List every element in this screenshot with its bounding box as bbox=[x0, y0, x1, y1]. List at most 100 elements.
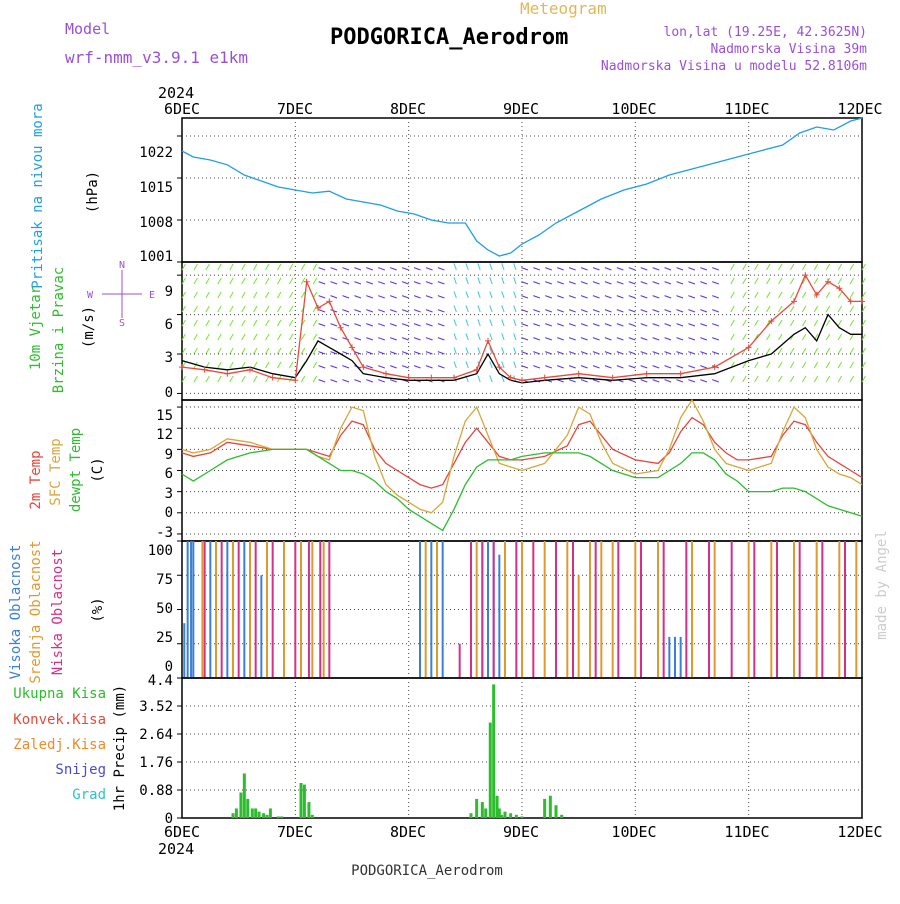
cloud-bar bbox=[260, 575, 263, 678]
wind-barb bbox=[229, 319, 234, 327]
wind-barb bbox=[253, 291, 258, 299]
wind-barb bbox=[801, 319, 807, 327]
top-tick-label: 10DEC bbox=[611, 100, 656, 118]
gust-point bbox=[247, 366, 253, 373]
cloud-bar bbox=[237, 541, 240, 678]
lonlat-text: lon,lat (19.25E, 42.3625N) bbox=[664, 25, 868, 40]
wind-barb bbox=[217, 263, 222, 271]
wind-barb bbox=[312, 333, 318, 341]
precip-bar bbox=[307, 802, 311, 818]
wind-barb bbox=[592, 323, 600, 327]
wind-barb bbox=[366, 351, 374, 355]
top-tick-label: 9DEC bbox=[503, 100, 539, 118]
wind-barb bbox=[789, 305, 795, 313]
wind-barb bbox=[241, 263, 246, 271]
wind-barb bbox=[849, 291, 855, 299]
wind-barb bbox=[501, 263, 505, 271]
wind-barb bbox=[288, 277, 294, 285]
wind-barb bbox=[742, 263, 747, 271]
wind-barb bbox=[489, 277, 493, 285]
cloud-bar bbox=[838, 541, 841, 678]
wind-barb bbox=[366, 281, 374, 285]
wind-barb bbox=[330, 295, 338, 299]
wind-barb bbox=[604, 337, 612, 341]
wind-barb bbox=[378, 295, 385, 299]
wind-barb bbox=[193, 277, 198, 285]
wind-barb bbox=[437, 365, 445, 369]
wind-barb bbox=[265, 361, 270, 369]
precip-bar bbox=[265, 814, 269, 818]
wind-barb bbox=[813, 263, 819, 271]
wind-barb bbox=[778, 375, 783, 383]
wind-barb bbox=[330, 365, 338, 369]
wind-barb bbox=[265, 375, 270, 383]
wind-barb bbox=[465, 277, 469, 285]
wind-barb bbox=[592, 281, 600, 285]
cloud-bar bbox=[328, 541, 331, 678]
wind-barb bbox=[568, 267, 576, 271]
wind-barb bbox=[742, 333, 747, 341]
wind-barb bbox=[778, 333, 783, 341]
wind-barb bbox=[300, 333, 306, 341]
cloud-bar bbox=[640, 541, 642, 678]
wind-barb bbox=[700, 295, 708, 299]
wind-barb bbox=[300, 263, 306, 271]
wind-barb bbox=[730, 333, 735, 341]
cloud-bar bbox=[504, 541, 506, 678]
wind-barb bbox=[205, 333, 210, 341]
precip-ylabel: 1hr Precip (mm) bbox=[112, 685, 128, 811]
precip-bar bbox=[554, 805, 558, 818]
precip-bar bbox=[299, 783, 303, 818]
compass-north: N bbox=[119, 260, 125, 271]
wind-barb bbox=[253, 263, 258, 271]
cloud-bar bbox=[492, 541, 495, 678]
wind-barb bbox=[568, 309, 576, 313]
wind-barb bbox=[628, 309, 636, 313]
bottom-tick-label: 6DEC bbox=[164, 823, 200, 841]
wind-barb bbox=[366, 295, 374, 299]
wind-barb bbox=[616, 337, 624, 341]
wind-barb bbox=[389, 281, 397, 285]
wind-barb bbox=[837, 263, 843, 271]
elevation-text: Nadmorska Visina 39m bbox=[710, 42, 867, 57]
wind-barb bbox=[652, 267, 660, 271]
wind-barb bbox=[742, 375, 747, 383]
wind-barb bbox=[318, 295, 326, 299]
wind-barb bbox=[861, 375, 866, 383]
wind-barb bbox=[580, 281, 588, 285]
wind-barb bbox=[465, 333, 469, 341]
wind-barb bbox=[592, 365, 600, 369]
cloud-bar bbox=[844, 541, 846, 678]
cloud-bar bbox=[521, 541, 523, 678]
wind-ytick: 3 bbox=[165, 350, 173, 366]
wind-barb bbox=[288, 263, 294, 271]
precip-ytick: 2.64 bbox=[139, 727, 173, 743]
precip-ytick: 0.88 bbox=[139, 783, 173, 799]
wind-barb bbox=[688, 295, 696, 299]
wind-barb bbox=[778, 305, 783, 313]
wind-barb bbox=[477, 291, 481, 299]
pressure-ytick: 1022 bbox=[139, 145, 173, 161]
wind-barb bbox=[354, 323, 362, 327]
wind-barb bbox=[389, 337, 397, 341]
cloud-bar bbox=[589, 541, 591, 678]
temperature-series bbox=[181, 398, 863, 532]
wind-barb bbox=[389, 309, 397, 313]
wind-barb bbox=[513, 263, 517, 271]
wind-barb bbox=[754, 263, 759, 271]
wind-barb bbox=[712, 337, 720, 341]
wind-barb bbox=[700, 281, 708, 285]
precip-bar bbox=[242, 773, 246, 818]
wind-barb bbox=[664, 267, 672, 271]
wind-barb bbox=[277, 305, 282, 313]
precip-ytick: 1.76 bbox=[139, 755, 173, 771]
wind-barb bbox=[801, 333, 807, 341]
wind-barb bbox=[688, 309, 696, 313]
gust-point bbox=[360, 364, 367, 371]
wind-barb bbox=[277, 277, 282, 285]
wind-barb bbox=[604, 281, 612, 285]
footer-station: PODGORICA_Aerodrom bbox=[351, 863, 503, 879]
wind-barb bbox=[181, 333, 186, 341]
gust-point bbox=[428, 374, 435, 381]
wind-barb bbox=[640, 379, 648, 383]
